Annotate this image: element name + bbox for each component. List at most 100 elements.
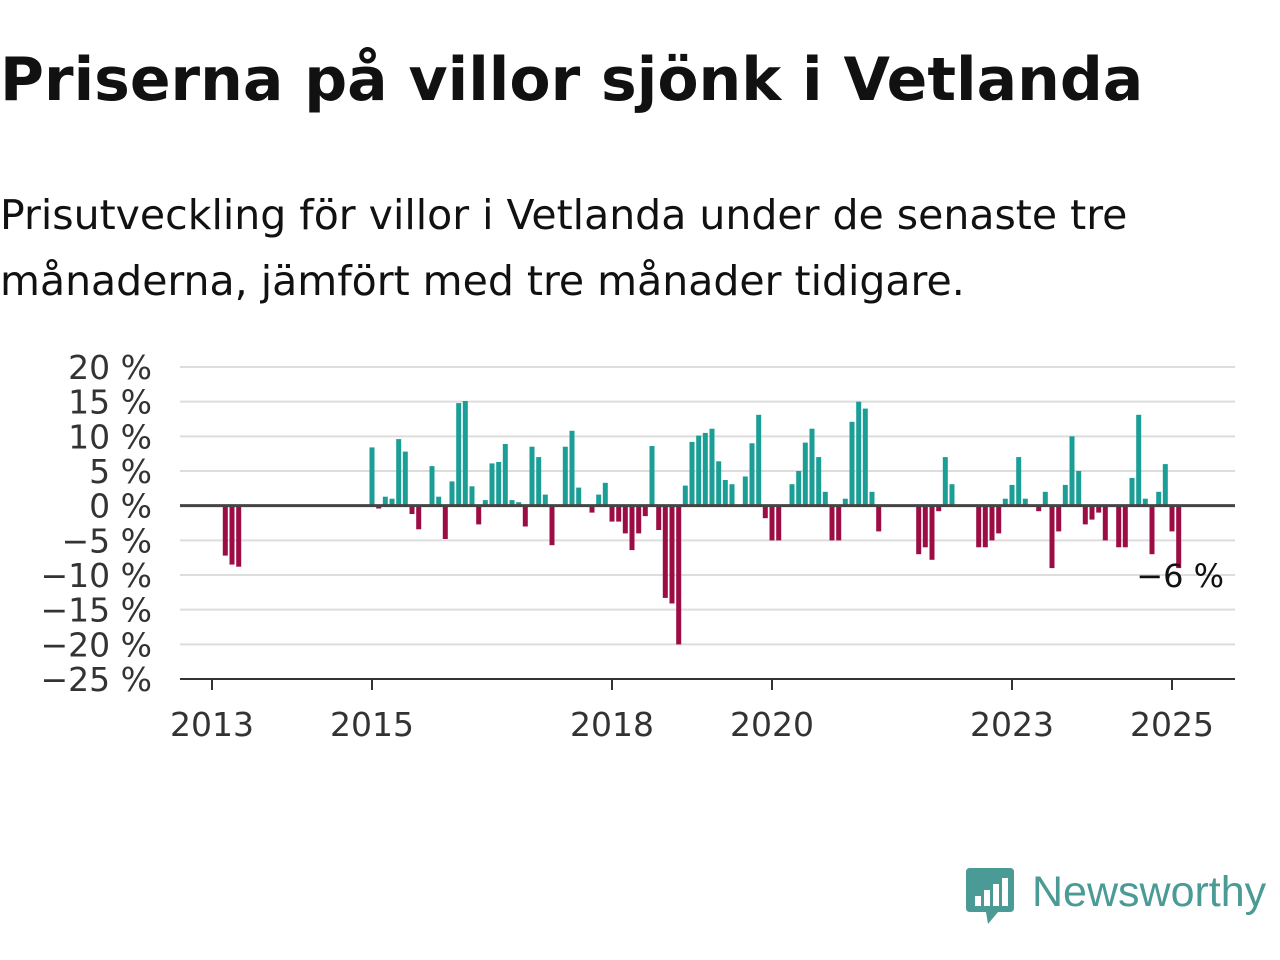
bar <box>1056 505 1062 532</box>
logo-text: Newsworthy <box>1032 867 1267 916</box>
bar <box>836 505 842 541</box>
bar <box>636 505 642 534</box>
bar <box>862 408 868 506</box>
bar <box>729 484 735 506</box>
bar <box>396 439 402 506</box>
bar <box>229 505 235 565</box>
bar <box>669 505 675 604</box>
bar <box>616 505 622 522</box>
bar <box>536 457 542 506</box>
bar <box>416 505 422 530</box>
bar <box>629 505 635 551</box>
bar <box>849 421 855 506</box>
bar <box>742 476 748 506</box>
latest-value-label: −6 % <box>1136 557 1224 595</box>
bar-chart: 20 %15 %10 %5 %0 %−5 %−10 %−15 %−20 %−25… <box>41 348 1235 744</box>
bar <box>716 461 722 506</box>
x-tick-label: 2025 <box>1130 705 1214 744</box>
bar <box>1102 505 1108 541</box>
bar <box>676 505 682 645</box>
bar <box>776 505 782 541</box>
bar <box>562 446 568 506</box>
bar <box>876 505 882 532</box>
bar <box>656 505 662 530</box>
bar <box>1069 436 1075 506</box>
bar <box>529 446 535 506</box>
bar <box>542 494 548 506</box>
bar <box>929 505 935 560</box>
y-tick-label: 5 % <box>89 452 152 491</box>
bar <box>822 491 828 506</box>
bar <box>1049 505 1055 569</box>
bar <box>402 451 408 506</box>
bar <box>236 505 242 567</box>
bar <box>1016 457 1022 506</box>
x-tick-label: 2023 <box>970 705 1054 744</box>
bar <box>469 486 475 506</box>
y-tick-label: 10 % <box>68 417 152 456</box>
bar <box>709 428 715 506</box>
bar <box>942 457 948 506</box>
bar <box>602 482 608 506</box>
bar <box>1089 505 1095 520</box>
bar <box>722 480 728 506</box>
bar <box>509 500 515 506</box>
bar <box>982 505 988 548</box>
bar <box>996 505 1002 534</box>
bar <box>749 443 755 506</box>
bar <box>816 457 822 506</box>
bar <box>1122 505 1128 548</box>
bar <box>456 403 462 506</box>
bar <box>682 485 688 506</box>
y-tick-label: 15 % <box>68 383 152 422</box>
y-tick-label: −20 % <box>41 625 153 664</box>
bar <box>516 502 522 506</box>
bar <box>1022 498 1028 506</box>
bar <box>842 498 848 506</box>
bar <box>789 484 795 506</box>
bar <box>382 496 388 506</box>
bar <box>916 505 922 555</box>
bar <box>869 491 875 506</box>
bar <box>1076 471 1082 506</box>
y-tick-label: −15 % <box>41 591 153 630</box>
bar <box>576 487 582 506</box>
bar <box>1036 505 1042 512</box>
bar <box>689 441 695 506</box>
bar <box>762 505 768 519</box>
bar <box>756 414 762 506</box>
x-tick-label: 2015 <box>330 705 414 744</box>
bar <box>462 401 468 506</box>
bar <box>496 462 502 506</box>
bar <box>769 505 775 541</box>
bar <box>796 471 802 506</box>
bar <box>696 435 702 506</box>
bar <box>549 505 555 546</box>
bar <box>482 500 488 506</box>
bar <box>436 496 442 506</box>
bar <box>1002 498 1008 506</box>
bar <box>1116 505 1122 548</box>
bar <box>662 505 668 598</box>
bar <box>976 505 982 548</box>
y-tick-label: −5 % <box>62 521 153 560</box>
bar <box>1062 484 1068 506</box>
bar <box>522 505 528 527</box>
bar <box>1169 505 1175 532</box>
bar <box>802 442 808 506</box>
bar <box>442 505 448 539</box>
bar <box>389 498 395 506</box>
bar <box>622 505 628 534</box>
bar <box>476 505 482 525</box>
bar <box>1136 414 1142 506</box>
bar <box>936 505 942 512</box>
x-tick-label: 2020 <box>730 705 814 744</box>
x-axis: 2013 2015 2018 2020 2023 2025 <box>170 504 1235 744</box>
bar <box>649 446 655 506</box>
y-tick-label: −25 % <box>41 660 153 699</box>
bar <box>1149 505 1155 555</box>
bar <box>1096 505 1102 513</box>
bars <box>222 401 1182 645</box>
y-tick-label: 0 % <box>89 487 152 526</box>
y-axis: 20 %15 %10 %5 %0 %−5 %−10 %−15 %−20 %−25… <box>41 348 153 699</box>
